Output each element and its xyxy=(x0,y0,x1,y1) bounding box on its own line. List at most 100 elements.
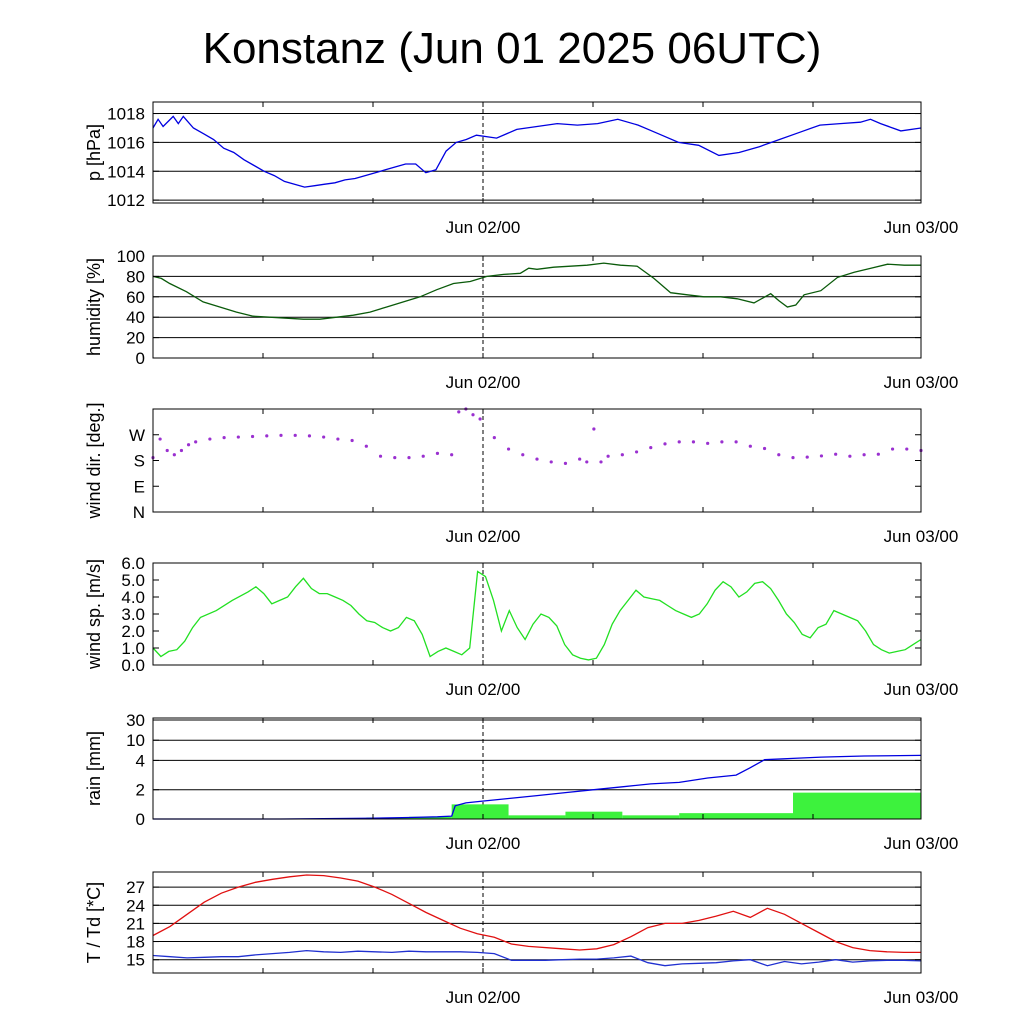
y-tick-label: 18 xyxy=(126,933,145,952)
series-line-2 xyxy=(152,949,922,967)
y-axis-label: wind sp. [m/s] xyxy=(84,559,104,670)
chart-title: Konstanz (Jun 01 2025 06UTC) xyxy=(202,24,822,73)
y-axis-label: humidity [%] xyxy=(84,258,104,356)
wind-dir-point xyxy=(620,453,624,457)
x-tick-label: Jun 02/00 xyxy=(446,988,521,1007)
x-tick-label: Jun 03/00 xyxy=(884,373,959,392)
y-tick-label: E xyxy=(134,477,145,496)
y-tick-label: 0 xyxy=(136,810,145,829)
x-tick-label: Jun 03/00 xyxy=(884,834,959,853)
y-tick-label: 6.0 xyxy=(121,554,145,573)
y-tick-label: W xyxy=(129,426,145,445)
wind-dir-point xyxy=(364,444,368,448)
wind-dir-point xyxy=(279,433,283,437)
y-tick-label: 3.0 xyxy=(121,605,145,624)
wind-dir-point xyxy=(762,446,767,451)
y-tick-label: 2 xyxy=(136,781,145,800)
y-tick-label: 100 xyxy=(117,247,145,266)
wind-dir-point xyxy=(478,417,482,421)
wind-dir-point xyxy=(805,455,809,459)
rain-bar xyxy=(622,815,680,819)
panel-4: 0.01.02.03.04.05.06.0 wind sp. [m/s] Jun 0… xyxy=(84,554,958,699)
y-tick-label: 10 xyxy=(126,731,145,750)
y-tick-label: S xyxy=(134,452,145,471)
plot-frame xyxy=(152,562,922,666)
wind-dir-point xyxy=(777,453,781,457)
wind-dir-point xyxy=(393,456,397,460)
wind-dir-point xyxy=(549,460,553,464)
rain-bar xyxy=(451,804,509,819)
y-tick-label: 15 xyxy=(126,951,145,970)
wind-dir-point xyxy=(186,443,191,447)
y-axis-label: p [hPa] xyxy=(84,124,104,181)
y-tick-label: 1016 xyxy=(107,133,145,152)
wind-dir-point xyxy=(706,441,710,445)
wind-dir-point xyxy=(172,453,176,457)
wind-dir-point xyxy=(677,440,681,444)
wind-dir-point xyxy=(336,437,340,441)
y-tick-label: 1018 xyxy=(107,105,145,124)
y-tick-label: 80 xyxy=(126,267,145,286)
rain-bar xyxy=(409,816,452,819)
wind-dir-point xyxy=(905,447,909,451)
y-axis-label: T / Td [*C] xyxy=(84,882,104,963)
y-tick-label: 24 xyxy=(126,896,145,915)
wind-dir-point xyxy=(691,440,696,444)
y-tick-label: 0.0 xyxy=(121,656,145,675)
wind-dir-point xyxy=(222,436,226,440)
wind-dir-point xyxy=(450,453,454,457)
wind-dir-point xyxy=(663,442,667,446)
plot-frame xyxy=(152,871,922,974)
y-tick-label: 4 xyxy=(136,751,145,770)
wind-dir-point xyxy=(819,454,824,458)
wind-dir-point xyxy=(165,448,169,453)
x-tick-label: Jun 02/00 xyxy=(446,834,521,853)
plot-frame xyxy=(152,255,922,359)
x-tick-label: Jun 02/00 xyxy=(446,218,521,237)
wind-dir-point xyxy=(890,447,895,451)
wind-dir-point xyxy=(649,446,653,450)
wind-dir-point xyxy=(791,456,795,460)
wind-dir-point xyxy=(521,453,525,457)
y-axis-label: wind dir. [deg.] xyxy=(84,402,104,519)
wind-dir-point xyxy=(457,410,461,414)
wind-dir-point xyxy=(350,438,354,443)
rain-bar xyxy=(565,811,623,819)
y-tick-label: 4.0 xyxy=(121,588,145,607)
y-tick-label: 60 xyxy=(126,288,145,307)
x-tick-label: Jun 03/00 xyxy=(884,988,959,1007)
wind-dir-point xyxy=(378,454,383,458)
wind-dir-point xyxy=(265,434,269,438)
series-line-1 xyxy=(152,115,922,188)
wind-dir-point xyxy=(194,440,198,444)
wind-dir-point xyxy=(407,456,411,460)
y-tick-label: 21 xyxy=(126,914,145,933)
wind-dir-point xyxy=(158,437,162,441)
wind-dir-point xyxy=(585,460,589,464)
x-tick-label: Jun 02/00 xyxy=(446,373,521,392)
y-tick-label: 1012 xyxy=(107,191,145,210)
rain-bar xyxy=(679,813,793,819)
series-line-1 xyxy=(152,570,922,661)
wind-dir-point xyxy=(862,453,866,457)
wind-dir-point xyxy=(876,452,880,456)
x-tick-label: Jun 03/00 xyxy=(884,680,959,699)
y-tick-label: 27 xyxy=(126,878,145,897)
y-tick-label: 20 xyxy=(126,329,145,348)
y-tick-label: 1014 xyxy=(107,162,145,181)
plot-frame xyxy=(152,101,922,204)
wind-dir-point xyxy=(293,433,297,437)
rain-bar xyxy=(508,815,566,819)
x-tick-label: Jun 02/00 xyxy=(446,527,521,546)
y-tick-label: 30 xyxy=(126,711,145,730)
wind-dir-point xyxy=(307,434,312,438)
wind-dir-point xyxy=(492,436,496,440)
wind-dir-point xyxy=(208,437,212,441)
wind-dir-point xyxy=(748,444,752,448)
wind-dir-point xyxy=(471,413,475,417)
y-axis-label: rain [mm] xyxy=(84,731,104,806)
